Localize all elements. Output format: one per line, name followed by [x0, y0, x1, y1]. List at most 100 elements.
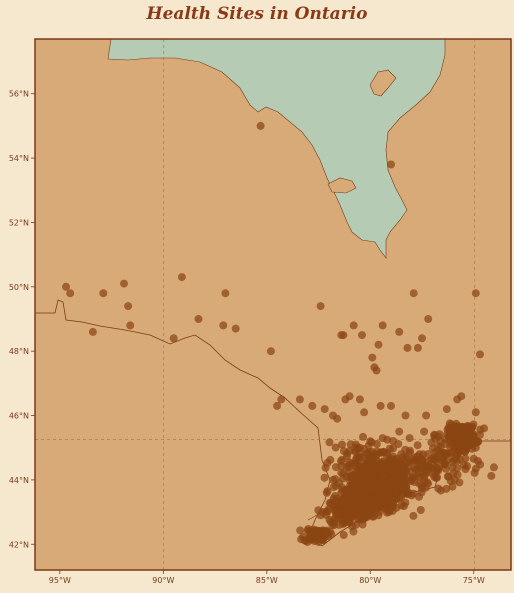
health-site-marker [416, 506, 425, 514]
health-site-marker [362, 463, 371, 471]
health-site-marker [339, 331, 348, 340]
health-site-marker [314, 530, 323, 539]
health-site-marker [376, 401, 385, 410]
health-site-marker [395, 327, 404, 336]
health-site-marker [415, 492, 423, 501]
health-site-marker [409, 289, 418, 298]
health-site-marker [360, 408, 369, 417]
health-site-marker [66, 289, 75, 298]
health-site-marker [322, 488, 331, 497]
health-site-marker [427, 438, 436, 447]
health-site-marker [395, 427, 404, 436]
health-site-marker [450, 476, 459, 484]
health-site-marker [349, 475, 358, 484]
health-site-marker [345, 446, 354, 455]
health-site-marker [378, 321, 387, 330]
health-site-marker [378, 434, 387, 443]
health-site-marker [476, 350, 484, 359]
health-site-marker [373, 447, 381, 456]
health-site-marker [326, 517, 335, 526]
health-site-marker [339, 531, 348, 539]
health-site-marker [370, 479, 379, 488]
health-site-marker [480, 424, 489, 433]
health-site-marker [473, 437, 482, 446]
belcher-islands [369, 69, 397, 97]
health-site-marker [384, 456, 393, 465]
health-site-marker [457, 434, 466, 443]
health-site-marker [355, 395, 364, 404]
health-site-marker [457, 392, 466, 401]
health-site-marker [409, 511, 418, 520]
health-site-marker [476, 430, 484, 439]
x-tick-label: 90°W [152, 576, 174, 585]
health-site-marker [308, 401, 317, 410]
health-site-marker [416, 463, 425, 471]
health-site-marker [331, 443, 340, 452]
health-site-marker [221, 289, 230, 298]
health-site-marker [430, 430, 439, 439]
health-site-marker [440, 459, 449, 468]
health-site-marker [331, 463, 340, 472]
health-site-marker [349, 504, 358, 513]
health-site-marker [471, 443, 480, 452]
health-site-marker [418, 334, 426, 343]
x-tick-label: 75°W [463, 576, 485, 585]
health-site-marker [424, 450, 433, 459]
health-site-marker [436, 486, 445, 495]
health-site-marker [324, 504, 333, 513]
health-site-marker [387, 401, 395, 410]
y-axis-ticks: 42°N 44°N 46°N 48°N 50°N 52°N 54°N 56°N [9, 90, 35, 549]
health-site-marker [316, 302, 325, 311]
health-site-marker [362, 492, 371, 500]
y-tick-label: 56°N [9, 90, 29, 99]
health-site-marker [463, 462, 472, 471]
health-site-marker [374, 340, 383, 349]
health-site-marker [99, 289, 108, 298]
health-site-marker [372, 366, 381, 375]
health-site-marker [396, 479, 405, 488]
health-site-marker [62, 282, 70, 291]
health-site-marker [422, 469, 431, 478]
health-site-marker [331, 492, 340, 500]
health-site-marker [337, 457, 345, 466]
health-site-marker [256, 121, 265, 130]
map-frame [34, 38, 512, 571]
health-site-marker [391, 488, 400, 497]
health-site-marker [320, 405, 329, 414]
health-site-marker [455, 446, 464, 455]
health-site-marker [448, 463, 457, 472]
health-site-marker [378, 463, 387, 471]
health-site-marker [449, 469, 458, 478]
health-site-marker [351, 520, 360, 529]
health-site-marker [351, 440, 360, 449]
x-tick-label: 85°W [256, 576, 278, 585]
health-site-marker [349, 321, 358, 330]
health-site-marker [473, 457, 482, 465]
health-site-marker [360, 514, 369, 523]
health-site-marker [339, 447, 348, 456]
health-site-marker [321, 463, 330, 472]
health-site-marker [413, 343, 422, 352]
health-site-marker [347, 459, 356, 468]
health-site-marker [471, 408, 480, 417]
health-site-marker [359, 432, 367, 441]
health-site-marker [387, 160, 395, 169]
y-tick-label: 44°N [9, 476, 29, 485]
y-tick-label: 48°N [9, 347, 29, 356]
health-site-marker [436, 437, 445, 446]
health-site-marker [404, 490, 412, 499]
health-site-marker [355, 453, 364, 462]
health-site-marker [444, 424, 453, 433]
health-site-marker [353, 469, 362, 478]
health-site-marker [318, 508, 327, 517]
health-site-marker [341, 508, 350, 517]
health-site-marker [333, 511, 342, 520]
health-site-marker [337, 488, 346, 497]
health-site-marker [353, 514, 362, 523]
health-site-marker [420, 427, 429, 436]
health-site-marker [415, 472, 424, 481]
health-site-marker [368, 353, 377, 362]
health-site-marker [194, 315, 203, 323]
health-site-marker [355, 495, 364, 504]
